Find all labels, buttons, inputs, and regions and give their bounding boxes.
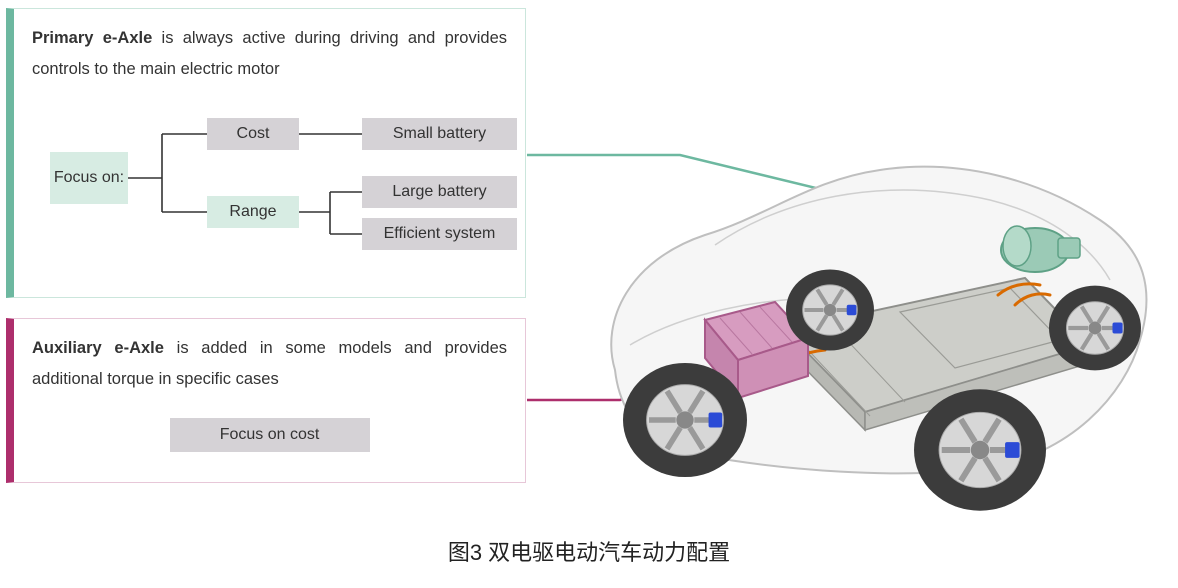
tree-root: Focus on:: [50, 152, 128, 204]
figure-caption: 图3 双电驱电动汽车动力配置: [0, 535, 1178, 567]
auxiliary-panel: Auxiliary e-Axle is added in some models…: [6, 318, 526, 483]
auxiliary-description: Auxiliary e-Axle is added in some models…: [32, 333, 507, 396]
wheel-3: [1049, 286, 1141, 371]
tree-leaf-0: Small battery: [362, 118, 517, 150]
wheel-2: [914, 389, 1046, 510]
primary-title: Primary e-Axle: [32, 29, 152, 47]
car-illustration: [570, 60, 1165, 500]
tree-mid-0: Cost: [207, 118, 299, 150]
primary-panel: Primary e-Axle is always active during d…: [6, 8, 526, 298]
car-svg: [570, 60, 1165, 500]
tree-leaf-1: Large battery: [362, 176, 517, 208]
wheel-1: [786, 270, 874, 351]
wheel-0: [623, 363, 747, 477]
auxiliary-title: Auxiliary e-Axle: [32, 339, 164, 357]
auxiliary-focus-label: Focus on cost: [170, 418, 370, 452]
primary-description: Primary e-Axle is always active during d…: [32, 23, 507, 86]
tree-mid-1: Range: [207, 196, 299, 228]
tree-leaf-2: Efficient system: [362, 218, 517, 250]
primary-focus-tree: Focus on:CostRangeSmall batteryLarge bat…: [32, 104, 507, 269]
